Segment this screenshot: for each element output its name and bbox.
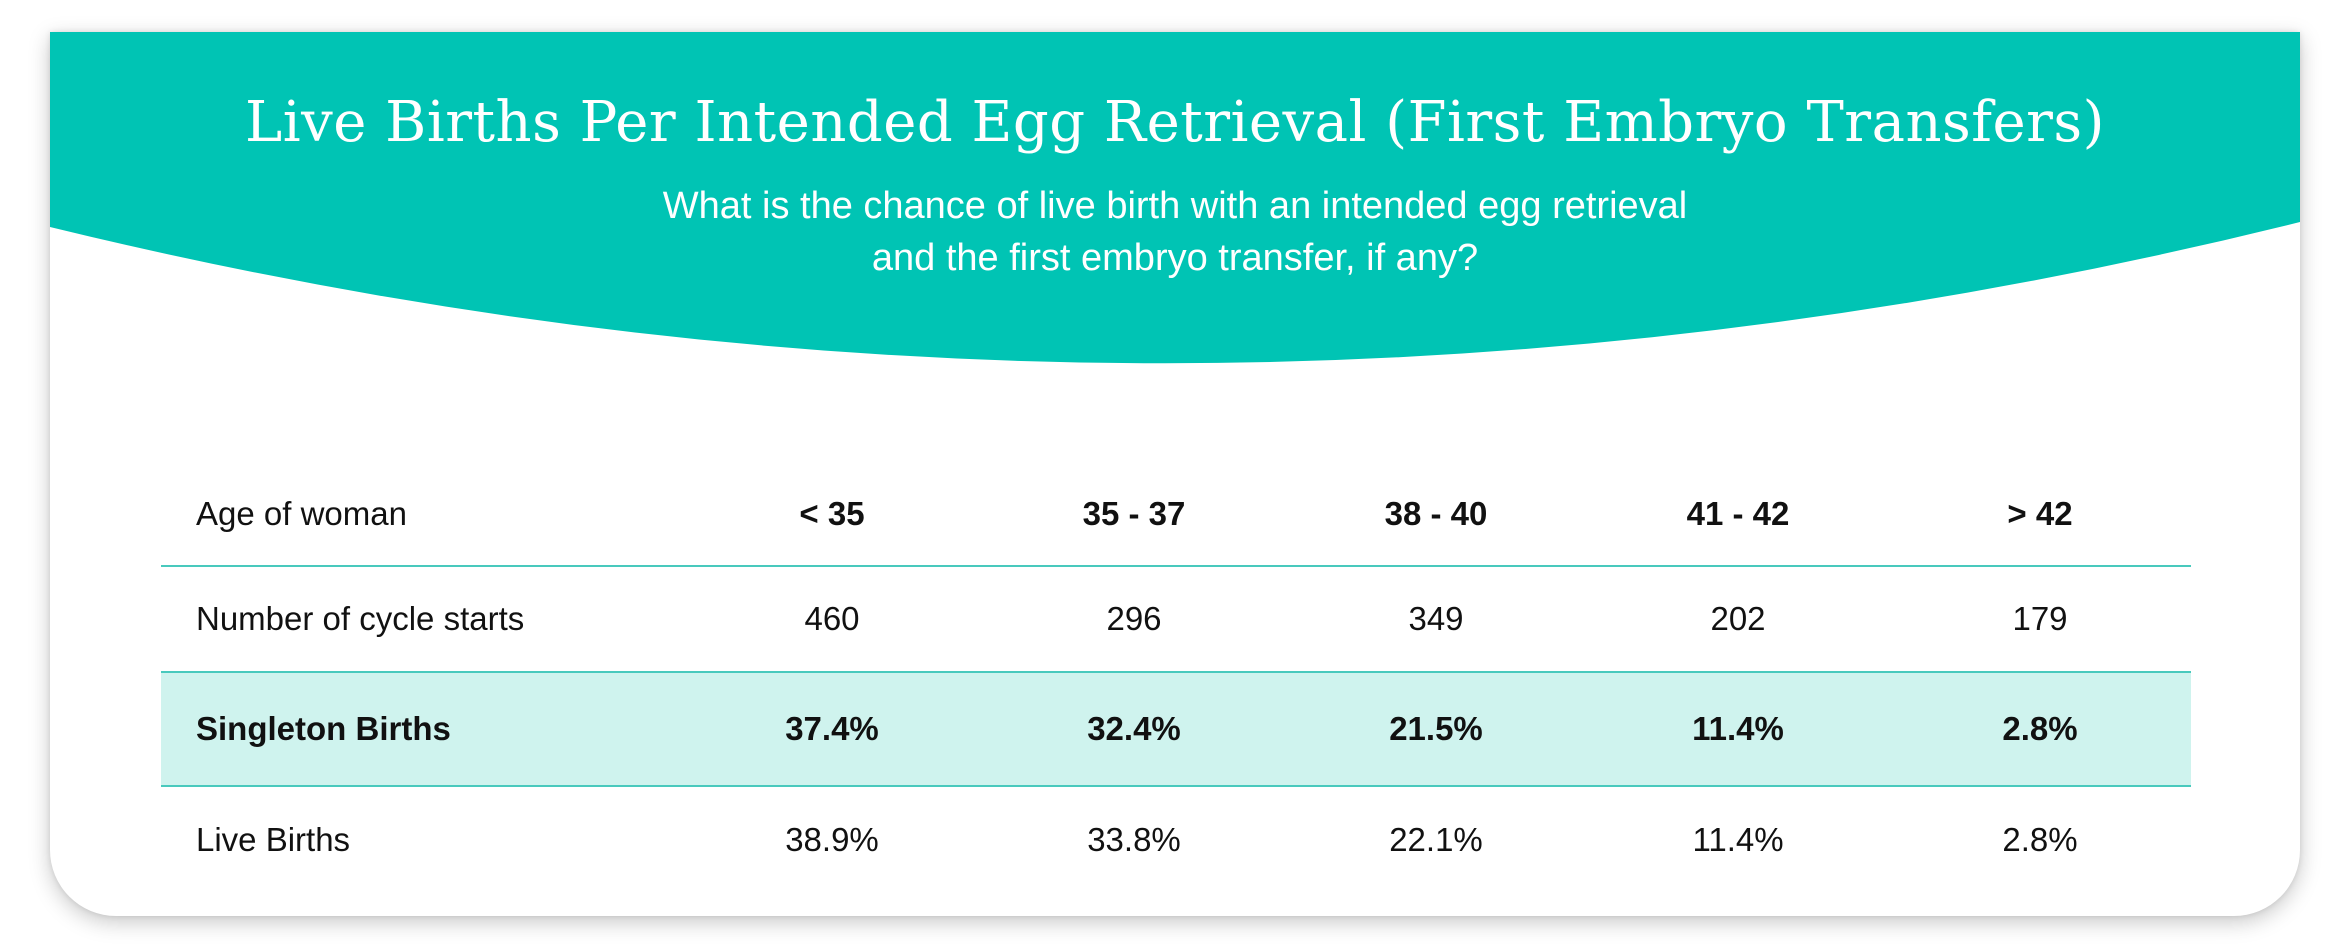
table-cell: 33.8% [1087, 820, 1181, 858]
age-group-header: 38 - 40 [1285, 462, 1587, 567]
subtitle-line-1: What is the chance of live birth with an… [662, 185, 1688, 227]
table-header-row: Age of woman < 35 35 - 37 38 - 40 41 - 4… [161, 462, 2191, 567]
table-cell: 38.9% [785, 820, 879, 858]
table-cell: 37.4% [681, 672, 983, 787]
row-label: Live Births [196, 820, 351, 858]
subtitle-line-2: and the first embryo transfer, if any? [871, 237, 1479, 279]
table-row-cycle-starts: Number of cycle starts 460 296 349 202 1… [161, 566, 2191, 673]
table-cell: 32.4% [983, 672, 1285, 787]
table-cell: 2.8% [2002, 820, 2078, 858]
table-cell: 179 [1889, 566, 2191, 673]
table-cell: 11.4% [1692, 820, 1784, 858]
age-group-header: < 35 [681, 462, 983, 567]
table-cell: 21.5% [1285, 672, 1587, 787]
header-label: Age of woman [161, 462, 681, 567]
table-cell: 11.4% [1587, 672, 1889, 787]
stats-card: Live Births Per Intended Egg Retrieval (… [50, 32, 2300, 916]
table-row-singleton-births: Singleton Births 37.4% 32.4% 21.5% 11.4%… [161, 672, 2191, 787]
page-title: Live Births Per Intended Egg Retrieval (… [245, 90, 2105, 155]
row-label: Singleton Births [161, 672, 681, 787]
table-cell: 202 [1587, 566, 1889, 673]
table-cell: 349 [1285, 566, 1587, 673]
table-cell: 2.8% [1889, 672, 2191, 787]
table-cell: 22.1% [1389, 820, 1483, 858]
row-label: Number of cycle starts [161, 566, 681, 673]
live-births-table: Age of woman < 35 35 - 37 38 - 40 41 - 4… [161, 462, 2191, 892]
age-group-header: > 42 [1889, 462, 2191, 567]
table-cell: 460 [681, 566, 983, 673]
age-group-header: 35 - 37 [983, 462, 1285, 567]
page-subtitle: What is the chance of live birth with an… [50, 180, 2300, 284]
table-row-live-births: Live Births 38.9% 33.8% 22.1% 11.4% 2.8% [161, 786, 2191, 892]
age-group-header: 41 - 42 [1587, 462, 1889, 567]
table-cell: 296 [983, 566, 1285, 673]
header-banner [50, 32, 2300, 364]
